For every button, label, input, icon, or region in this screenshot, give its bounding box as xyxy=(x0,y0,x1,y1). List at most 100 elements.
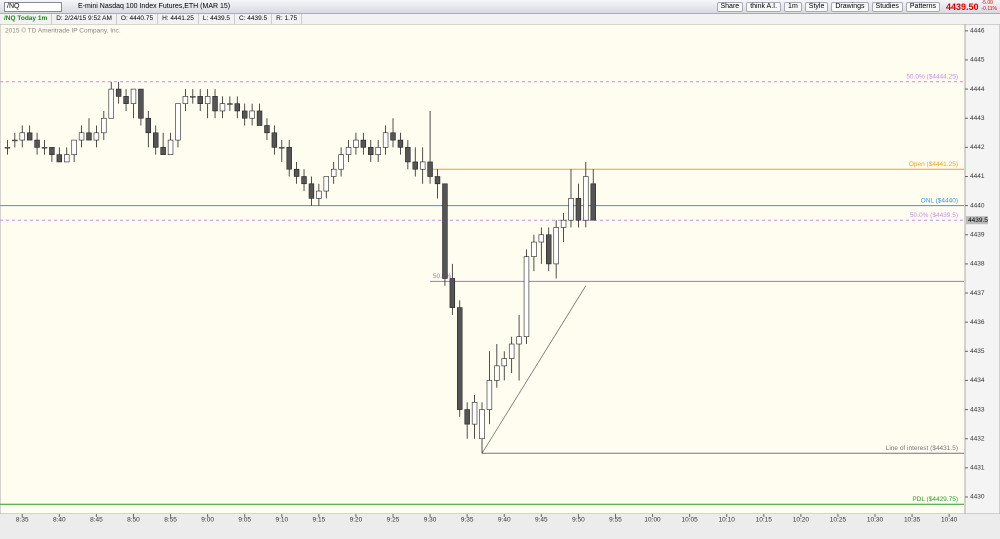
candle-body xyxy=(249,110,255,119)
change-pct: -0.11% xyxy=(981,5,997,12)
y-tick-label: 4432 xyxy=(970,435,985,442)
plot-area xyxy=(0,24,966,515)
candle-body xyxy=(153,132,159,148)
candle-body xyxy=(375,147,381,155)
candle-body xyxy=(412,161,418,170)
x-tick-label: 8:40 xyxy=(53,517,66,524)
candle-body xyxy=(330,168,337,177)
y-tick-label: 4443 xyxy=(970,115,985,122)
candle-body xyxy=(568,198,574,221)
x-tick-label: 9:50 xyxy=(572,517,585,524)
level-label: PDL ($4429.75) xyxy=(912,496,958,503)
toolbar-button[interactable]: Drawings xyxy=(831,1,869,12)
copyright: 2015 © TD Ameritrade IP Company, Inc. xyxy=(5,27,121,35)
toolbar-button[interactable]: 1m xyxy=(784,1,802,12)
x-tick-label: 10:05 xyxy=(681,517,698,524)
candle-body xyxy=(234,103,241,112)
level-label: 50.0% ($4444.25) xyxy=(906,74,958,81)
chart: 2015 © TD Ameritrade IP Company, Inc. 44… xyxy=(0,24,1000,539)
toolbar-button[interactable]: Studies xyxy=(871,1,903,12)
candle-body xyxy=(241,110,248,119)
candle-body xyxy=(138,88,144,119)
candle-body xyxy=(271,132,278,148)
level-label: 50.0% ($4439.5) xyxy=(910,212,958,219)
candle-body xyxy=(486,380,493,410)
x-tick-label: 9:05 xyxy=(238,517,251,524)
candle-body xyxy=(583,176,589,221)
candle-body xyxy=(279,147,285,149)
candle-body xyxy=(323,176,329,192)
candle-body xyxy=(264,125,270,134)
level-label: ONL ($4440) xyxy=(921,197,958,204)
y-tick-label: 4446 xyxy=(970,28,985,35)
x-tick-label: 9:15 xyxy=(313,517,326,524)
chart-name: /NQ Today 1m xyxy=(0,14,53,24)
x-tick-label: 9:10 xyxy=(275,517,288,524)
candle-body xyxy=(86,132,92,141)
x-tick-label: 9:25 xyxy=(387,517,400,524)
candle-body xyxy=(368,147,374,155)
candle-body xyxy=(4,147,11,149)
candle-body xyxy=(26,132,33,141)
toolbar-button[interactable]: Share xyxy=(716,1,744,12)
candle-body xyxy=(78,132,85,141)
y-tick-label: 4440 xyxy=(970,202,985,209)
candle-body xyxy=(590,183,596,221)
x-tick-label: 10:35 xyxy=(904,517,921,524)
y-tick-label: 4437 xyxy=(970,290,985,297)
candle-body xyxy=(434,176,441,185)
level-label: Open ($4441.25) xyxy=(909,161,958,168)
candle-body xyxy=(93,132,100,141)
candle-body xyxy=(190,96,196,98)
y-tick-label: 4442 xyxy=(970,144,985,151)
candle-body xyxy=(175,103,181,141)
price-axis xyxy=(964,24,1000,515)
candle-body xyxy=(293,168,300,177)
candle-body xyxy=(123,96,129,104)
candle-body xyxy=(427,161,433,177)
toolbar-button[interactable]: Style xyxy=(804,1,829,12)
current-price-box xyxy=(966,216,988,225)
description: E-mini Nasdaq 100 Index Futures,ETH (MAR… xyxy=(78,3,231,10)
last-price: 4439.50 xyxy=(945,1,979,12)
candle-body xyxy=(471,401,478,425)
candle-body xyxy=(308,183,315,199)
candle-body xyxy=(108,88,114,119)
x-tick-label: 9:45 xyxy=(535,517,548,524)
candle-body xyxy=(553,227,559,265)
candle-body xyxy=(64,154,70,163)
candle-body xyxy=(71,139,77,155)
y-tick-label: 4436 xyxy=(970,319,985,326)
toolbar-button[interactable]: Patterns xyxy=(905,1,940,12)
candle-body xyxy=(286,147,292,170)
x-tick-label: 9:35 xyxy=(461,517,474,524)
toolbar: /NQ E-mini Nasdaq 100 Index Futures,ETH … xyxy=(0,0,1000,14)
info-close: C: 4439.5 xyxy=(235,14,273,24)
x-tick-label: 8:35 xyxy=(16,517,29,524)
candle-body xyxy=(442,183,448,279)
candle-body xyxy=(12,139,18,142)
candle-body xyxy=(457,307,463,410)
symbol-input[interactable]: /NQ xyxy=(4,1,62,12)
candle-body xyxy=(167,139,174,155)
candle-body xyxy=(182,96,189,104)
current-price-label: 4439.5 xyxy=(968,217,988,224)
candle-body xyxy=(449,278,456,308)
candle-body xyxy=(382,132,389,148)
y-tick-label: 4439 xyxy=(970,231,985,238)
candle-body xyxy=(508,343,515,359)
x-tick-label: 10:10 xyxy=(719,517,736,524)
x-tick-label: 10:15 xyxy=(756,517,773,524)
x-tick-label: 8:55 xyxy=(164,517,177,524)
candle-body xyxy=(360,139,367,148)
candle-body xyxy=(405,147,411,163)
candle-body xyxy=(464,409,470,425)
candle-body xyxy=(419,161,426,170)
x-tick-label: 8:45 xyxy=(90,517,103,524)
candle-body xyxy=(56,154,63,163)
y-tick-label: 4445 xyxy=(970,57,985,64)
candle-body xyxy=(538,234,545,243)
toolbar-button[interactable]: think A.I. xyxy=(746,1,782,12)
candle-body xyxy=(130,88,137,104)
